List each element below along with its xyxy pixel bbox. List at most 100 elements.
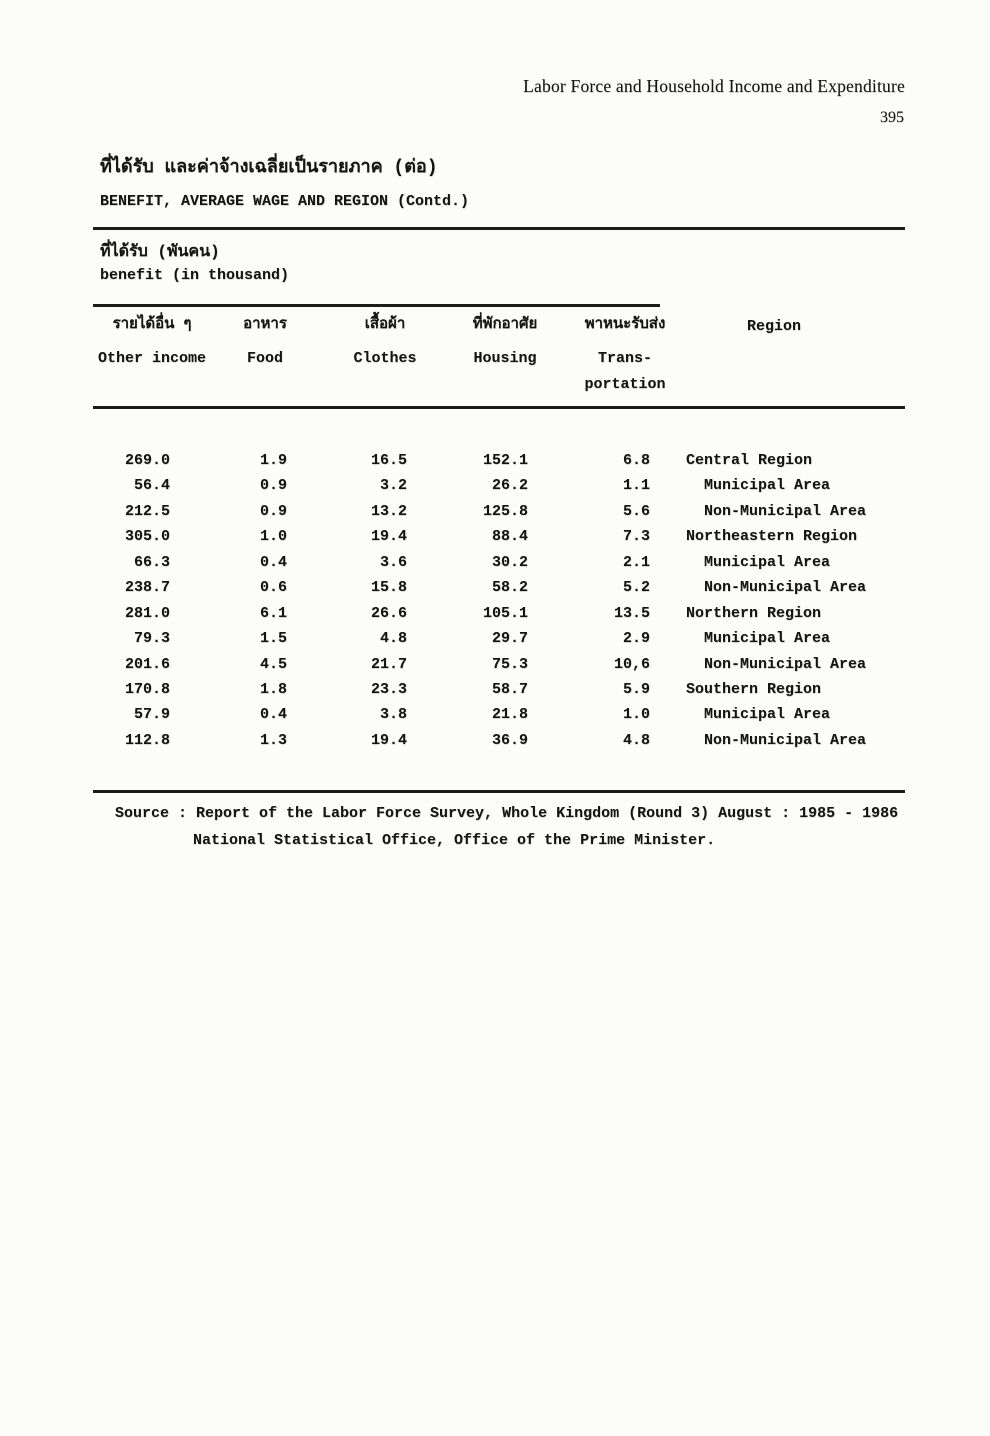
- table-cell-value: 1.3: [259, 731, 287, 749]
- table-cell-value: 58.2: [491, 579, 528, 597]
- table-cell-value: 305.0: [124, 528, 170, 546]
- table-cell-value: 2.9: [622, 630, 650, 648]
- table-body: 269.0 1.9 16.5 152.1 6.8 Central Region 56.4 0.…: [93, 448, 905, 753]
- table-cell-value: 281.0: [124, 604, 170, 622]
- column-header-food-thai: อาหาร: [243, 316, 287, 333]
- table-cell-value: 26.2: [491, 477, 528, 495]
- table-cell-region: Municipal Area: [704, 630, 831, 648]
- column-header-transportation-thai: พาหนะรับส่ง: [584, 316, 666, 333]
- table-cell-value: 88.4: [491, 528, 528, 546]
- table-cell-value: 112.8: [124, 731, 170, 749]
- running-head: Labor Force and Household Income and Exp…: [523, 76, 905, 96]
- table-cell-value: 0.4: [259, 553, 287, 571]
- table-cell-region: Non-Municipal Area: [704, 502, 867, 520]
- table-cell-value: 6.1: [259, 604, 287, 622]
- table-cell-value: 21.8: [491, 706, 528, 724]
- table-cell-value: 1.0: [259, 528, 287, 546]
- table-cell-value: 66.3: [133, 553, 170, 571]
- table-cell-value: 58.7: [491, 680, 528, 698]
- table-cell-region: Municipal Area: [704, 553, 831, 571]
- table-row: 305.0 1.0 19.4 88.4 7.3 Northeastern Region: [93, 524, 905, 549]
- column-header-region: Region: [747, 318, 802, 335]
- table-cell-value: 152.1: [482, 452, 528, 469]
- table-row: 79.3 1.5 4.8 29.7 2.9 Municipal Area: [93, 626, 905, 651]
- table-cell-value: 19.4: [370, 731, 407, 749]
- table-cell-value: 201.6: [124, 655, 170, 673]
- table-cell-region: Northeastern Region: [686, 528, 858, 546]
- horizontal-rule-header-bottom: [93, 406, 905, 409]
- column-header-housing-thai: ที่พักอาศัย: [472, 316, 538, 333]
- table-cell-value: 4.8: [622, 731, 650, 749]
- table-cell-value: 0.6: [259, 579, 287, 597]
- table-cell-value: 13.2: [370, 502, 407, 520]
- title-english: BENEFIT, AVERAGE WAGE AND REGION (Contd.…: [100, 193, 470, 210]
- table-cell-value: 3.2: [379, 477, 407, 495]
- subtitle-english: benefit (in thousand): [100, 267, 290, 284]
- table-cell-region: Central Region: [686, 452, 813, 469]
- table-cell-value: 1.9: [259, 452, 287, 469]
- column-header-food-english: Food: [246, 350, 283, 367]
- table-cell-value: 2.1: [622, 553, 650, 571]
- column-header-clothes: เสื้อผ้า Clothes: [305, 312, 465, 372]
- table-row: 57.9 0.4 3.8 21.8 1.0 Municipal Area: [93, 702, 905, 727]
- table-cell-value: 79.3: [133, 630, 170, 648]
- column-header-transportation-english-line2: portation: [584, 376, 666, 393]
- column-header-housing-english: Housing: [473, 350, 537, 367]
- column-header-clothes-thai: เสื้อผ้า: [364, 316, 406, 333]
- table-cell-value: 4.8: [379, 630, 407, 648]
- table-cell-value: 1.5: [259, 630, 287, 648]
- table-cell-value: 5.6: [622, 502, 650, 520]
- horizontal-rule-bottom: [93, 790, 905, 793]
- column-header-transportation-english-line1: Trans-: [597, 350, 652, 367]
- table-cell-value: 212.5: [124, 502, 170, 520]
- table-cell-region: Non-Municipal Area: [704, 655, 867, 673]
- table-cell-value: 36.9: [491, 731, 528, 749]
- horizontal-rule-header-top: [93, 304, 660, 307]
- table-cell-value: 7.3: [622, 528, 650, 546]
- table-row: 66.3 0.4 3.6 30.2 2.1 Municipal Area: [93, 550, 905, 575]
- table-row: 281.0 6.1 26.6 105.1 13.5 Northern Region: [93, 601, 905, 626]
- table-row: 269.0 1.9 16.5 152.1 6.8 Central Region: [93, 448, 905, 473]
- table-cell-value: 0.9: [259, 477, 287, 495]
- table-cell-value: 13.5: [613, 604, 650, 622]
- table-cell-value: 1.8: [259, 680, 287, 698]
- table-row: 212.5 0.9 13.2 125.8 5.6 Non-Municipal Area: [93, 499, 905, 524]
- table-cell-value: 23.3: [370, 680, 407, 698]
- table-cell-region: Southern Region: [686, 680, 822, 698]
- table-cell-region: Northern Region: [686, 604, 822, 622]
- table-row: 201.6 4.5 21.7 75.3 10,6 Non-Municipal Area: [93, 652, 905, 677]
- table-cell-value: 26.6: [370, 604, 407, 622]
- table-cell-value: 29.7: [491, 630, 528, 648]
- table-cell-value: 170.8: [124, 680, 170, 698]
- table-cell-value: 0.4: [259, 706, 287, 724]
- table-cell-region: Non-Municipal Area: [704, 731, 867, 749]
- table-cell-value: 19.4: [370, 528, 407, 546]
- table-cell-value: 15.8: [370, 579, 407, 597]
- table-cell-value: 105.1: [482, 604, 528, 622]
- table-cell-value: 269.0: [124, 452, 170, 469]
- column-header-transportation: พาหนะรับส่ง Trans- portation: [545, 312, 705, 398]
- source-note-line-2: National Statistical Office, Office of t…: [193, 832, 716, 849]
- table-cell-value: 125.8: [482, 502, 528, 520]
- subtitle-thai: ที่ได้รับ (พันคน): [100, 243, 220, 261]
- table-cell-region: Municipal Area: [704, 706, 831, 724]
- table-cell-value: 6.8: [622, 452, 650, 469]
- table-row: 56.4 0.9 3.2 26.2 1.1 Municipal Area: [93, 473, 905, 498]
- table-cell-value: 16.5: [370, 452, 407, 469]
- page-number: 395: [880, 109, 904, 126]
- table-cell-value: 75.3: [491, 655, 528, 673]
- table-row: 170.8 1.8 23.3 58.7 5.9 Southern Region: [93, 677, 905, 702]
- column-header-housing: ที่พักอาศัย Housing: [425, 312, 585, 372]
- table-cell-region: Municipal Area: [704, 477, 831, 495]
- column-header-other-income: รายได้อื่น ๆ Other income: [72, 312, 232, 372]
- table-cell-value: 1.0: [622, 706, 650, 724]
- table-cell-value: 4.5: [259, 655, 287, 673]
- column-header-clothes-english: Clothes: [353, 350, 417, 367]
- table-cell-value: 10,6: [613, 655, 650, 673]
- horizontal-rule-top: [93, 227, 905, 230]
- table-cell-value: 21.7: [370, 655, 407, 673]
- table-cell-value: 0.9: [259, 502, 287, 520]
- table-row: 238.7 0.6 15.8 58.2 5.2 Non-Municipal Area: [93, 575, 905, 600]
- table-cell-value: 5.2: [622, 579, 650, 597]
